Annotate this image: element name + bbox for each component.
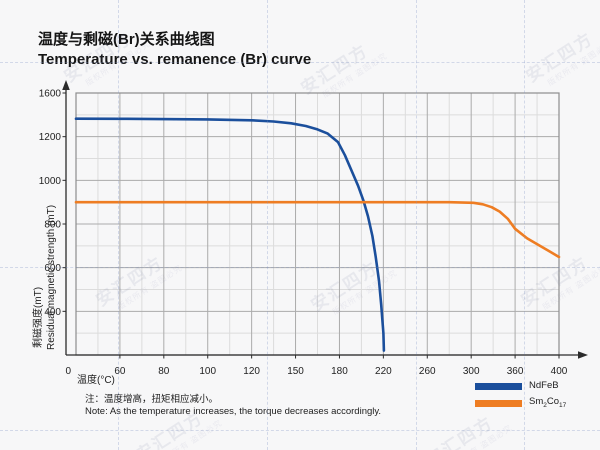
legend-item-sm2co17: Sm2Co17	[475, 397, 566, 411]
curve-sm2co17	[74, 200, 561, 259]
legend-swatch-sm2co17	[475, 400, 522, 408]
x-tick-label: 60	[114, 366, 126, 377]
x-axis-label: 温度(°C)	[77, 375, 115, 386]
legend: NdFeB Sm2Co17	[475, 381, 566, 417]
x-tick-label: 100	[199, 366, 216, 377]
page-title-en: Temperature vs. remanence (Br) curve	[38, 51, 312, 68]
y-tick-label: 1600	[39, 89, 62, 100]
x-tick-label: 120	[243, 366, 260, 377]
y-axis-arrow-icon	[62, 80, 70, 90]
origin-label: 0	[65, 366, 71, 377]
x-tick-label: 260	[419, 366, 436, 377]
y-tick-label: 800	[44, 220, 61, 231]
y-tick-label: 1000	[39, 176, 62, 187]
page-title-zh: 温度与剩磁(Br)关系曲线图	[38, 31, 215, 48]
x-tick-label: 180	[331, 366, 348, 377]
y-tick-label: 600	[44, 263, 61, 274]
y-tick-label: 400	[44, 307, 61, 318]
x-tick-label: 220	[375, 366, 392, 377]
legend-label-ndfeb: NdFeB	[529, 380, 559, 391]
x-tick-label: 400	[551, 366, 568, 377]
note-en: Note: As the temperature increases, the …	[85, 406, 382, 417]
x-tick-label: 80	[158, 366, 170, 377]
curve-ndfeb	[74, 117, 386, 352]
x-axis-arrow-icon	[578, 351, 588, 359]
x-tick-label: 150	[287, 366, 304, 377]
note: 注：温度增高，扭矩相应减小。 Note: As the temperature …	[85, 394, 381, 418]
x-tick-label: 360	[507, 366, 524, 377]
x-tick-label: 300	[463, 366, 480, 377]
y-axis-label-zh: 剩磁强度(mT)	[33, 286, 44, 348]
note-zh: 注：温度增高，扭矩相应减小。	[85, 394, 219, 405]
legend-item-ndfeb: NdFeB	[475, 381, 566, 391]
y-axis-label-en: Residual magnetic strength (mT)	[46, 204, 57, 350]
page-title: 温度与剩磁(Br)关系曲线图 Temperature vs. remanence…	[38, 30, 311, 70]
legend-swatch-ndfeb	[475, 382, 522, 390]
y-tick-label: 1200	[39, 132, 62, 143]
legend-label-sm2co17: Sm2Co17	[529, 396, 567, 409]
